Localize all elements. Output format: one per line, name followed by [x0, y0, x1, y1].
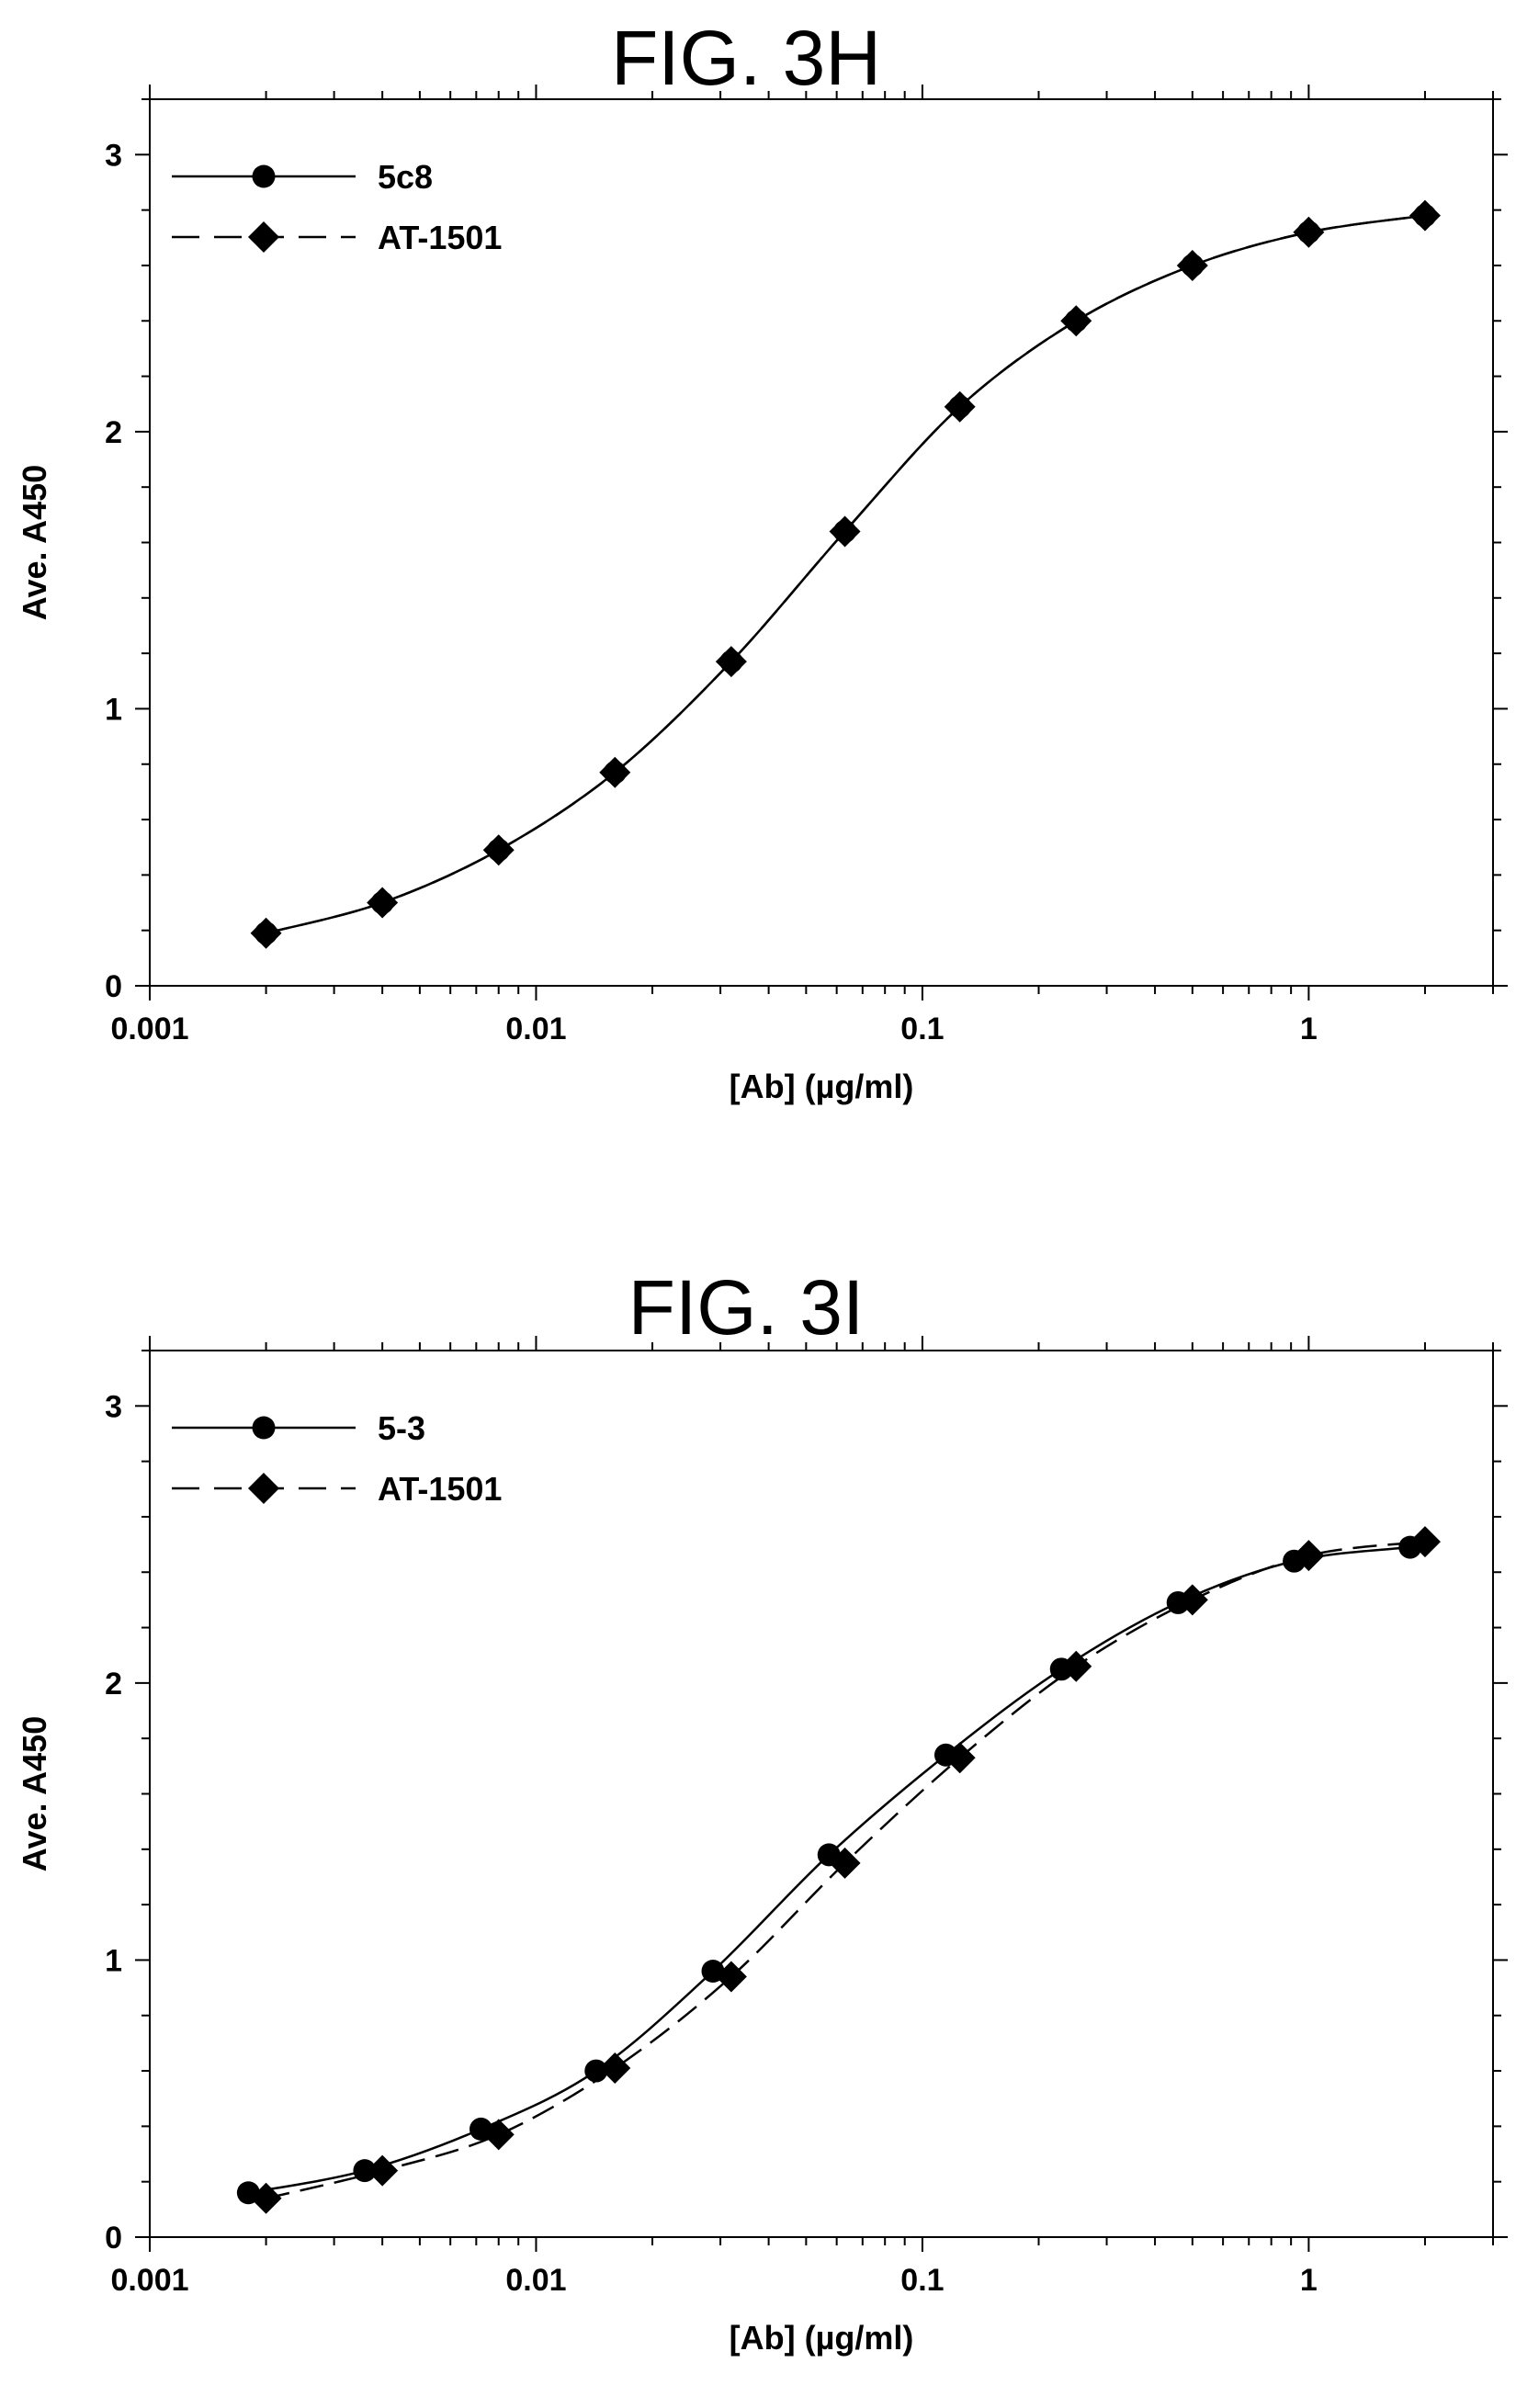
legend-entry-1: 5-3 — [172, 1409, 425, 1447]
series-2 — [250, 199, 1441, 949]
series-line-solid — [248, 1545, 1410, 2194]
legend-entry-2: AT-1501 — [172, 219, 502, 256]
legend-circle-marker — [252, 164, 276, 188]
diamond-marker — [250, 2182, 282, 2214]
chart-title: FIG. 3H — [611, 15, 881, 101]
y-tick-label: 1 — [105, 1943, 122, 1978]
diamond-marker — [367, 2154, 399, 2187]
diamond-marker — [944, 390, 976, 423]
diamond-marker — [1409, 199, 1441, 232]
diamond-marker — [367, 887, 399, 919]
y-tick-label: 2 — [105, 415, 122, 450]
plot-frame — [149, 1350, 1494, 2238]
x-axis-label: [Ab] (µg/ml) — [730, 2319, 914, 2357]
diamond-marker — [1060, 1650, 1092, 1682]
diamond-marker — [1409, 1526, 1441, 1558]
x-tick-label: 0.001 — [110, 2263, 188, 2298]
legend-circle-marker — [252, 1416, 276, 1440]
series-1 — [255, 204, 1437, 945]
plot-frame — [149, 98, 1494, 987]
circle-marker — [353, 2159, 377, 2183]
x-tick-label: 0.01 — [505, 2263, 566, 2298]
y-tick-label: 2 — [105, 1667, 122, 1701]
x-tick-label: 0.01 — [505, 1012, 566, 1046]
diamond-marker — [944, 1742, 976, 1774]
diamond-marker — [482, 2119, 515, 2151]
x-axis-label: [Ab] (µg/ml) — [730, 1068, 914, 1105]
legend-label: 5-3 — [378, 1409, 425, 1447]
chart-title: FIG. 3I — [628, 1264, 865, 1351]
chart-panel-1: FIG. 3H 0.001 0.01 0.1 1 0 1 2 3 [Ab] (µg/ml) Ave.… — [16, 15, 1508, 1105]
y-tick-label: 1 — [105, 692, 122, 727]
diamond-marker — [250, 917, 282, 949]
legend-diamond-marker — [248, 221, 279, 253]
series-line-dashed — [266, 214, 1426, 934]
x-tick-label: 0.1 — [900, 1012, 944, 1046]
diamond-marker — [1060, 305, 1092, 337]
legend-label: AT-1501 — [378, 1470, 502, 1508]
diamond-marker — [599, 2052, 631, 2085]
y-tick-label: 3 — [105, 138, 122, 173]
series-1 — [236, 1535, 1422, 2205]
y-tick-label: 0 — [105, 2221, 122, 2255]
diamond-marker — [829, 515, 861, 548]
diamond-marker — [482, 834, 515, 866]
y-tick-label: 3 — [105, 1389, 122, 1424]
diamond-marker — [1293, 1540, 1325, 1572]
y-axis-label: Ave. A450 — [16, 465, 53, 620]
x-tick-label: 0.1 — [900, 2263, 944, 2298]
x-tick-label: 0.001 — [110, 1012, 188, 1046]
chart-panel-2: FIG. 3I 0.001 0.01 0.1 1 0 1 2 3 [Ab] (µg/ml) Ave.… — [16, 1264, 1508, 2357]
diamond-marker — [1176, 1584, 1208, 1616]
y-tick-label: 0 — [105, 969, 122, 1004]
legend-diamond-marker — [248, 1473, 279, 1504]
diamond-marker — [599, 756, 631, 788]
diamond-marker — [715, 646, 747, 678]
x-tick-label: 1 — [1300, 1012, 1318, 1046]
diamond-marker — [829, 1847, 861, 1879]
diamond-marker — [1176, 249, 1208, 281]
series-line-solid — [266, 214, 1426, 934]
legend-entry-2: AT-1501 — [172, 1470, 502, 1508]
series-2 — [250, 1526, 1441, 2214]
y-axis-label: Ave. A450 — [16, 1716, 53, 1871]
legend-entry-1: 5c8 — [172, 158, 433, 196]
diamond-marker — [715, 1961, 747, 1993]
x-tick-label: 1 — [1300, 2263, 1318, 2298]
legend-label: AT-1501 — [378, 219, 502, 256]
diamond-marker — [1293, 216, 1325, 248]
legend-label: 5c8 — [378, 158, 433, 196]
